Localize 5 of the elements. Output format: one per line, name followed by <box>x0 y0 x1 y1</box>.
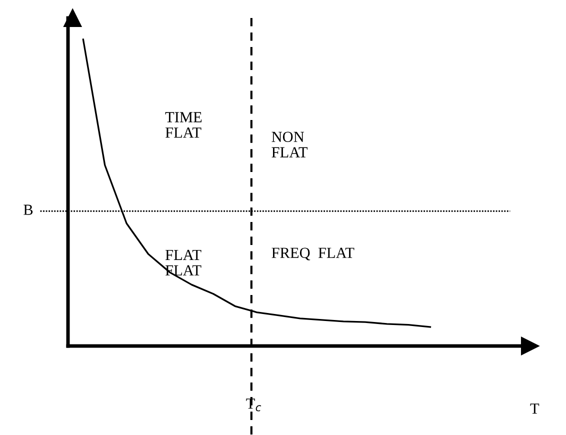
ref-line-label: B <box>24 204 33 215</box>
annotation: TIME FLAT <box>165 112 202 138</box>
annotation: NON FLAT <box>272 132 308 158</box>
annotation: FREQ FLAT <box>272 248 354 260</box>
text: T <box>530 404 540 414</box>
